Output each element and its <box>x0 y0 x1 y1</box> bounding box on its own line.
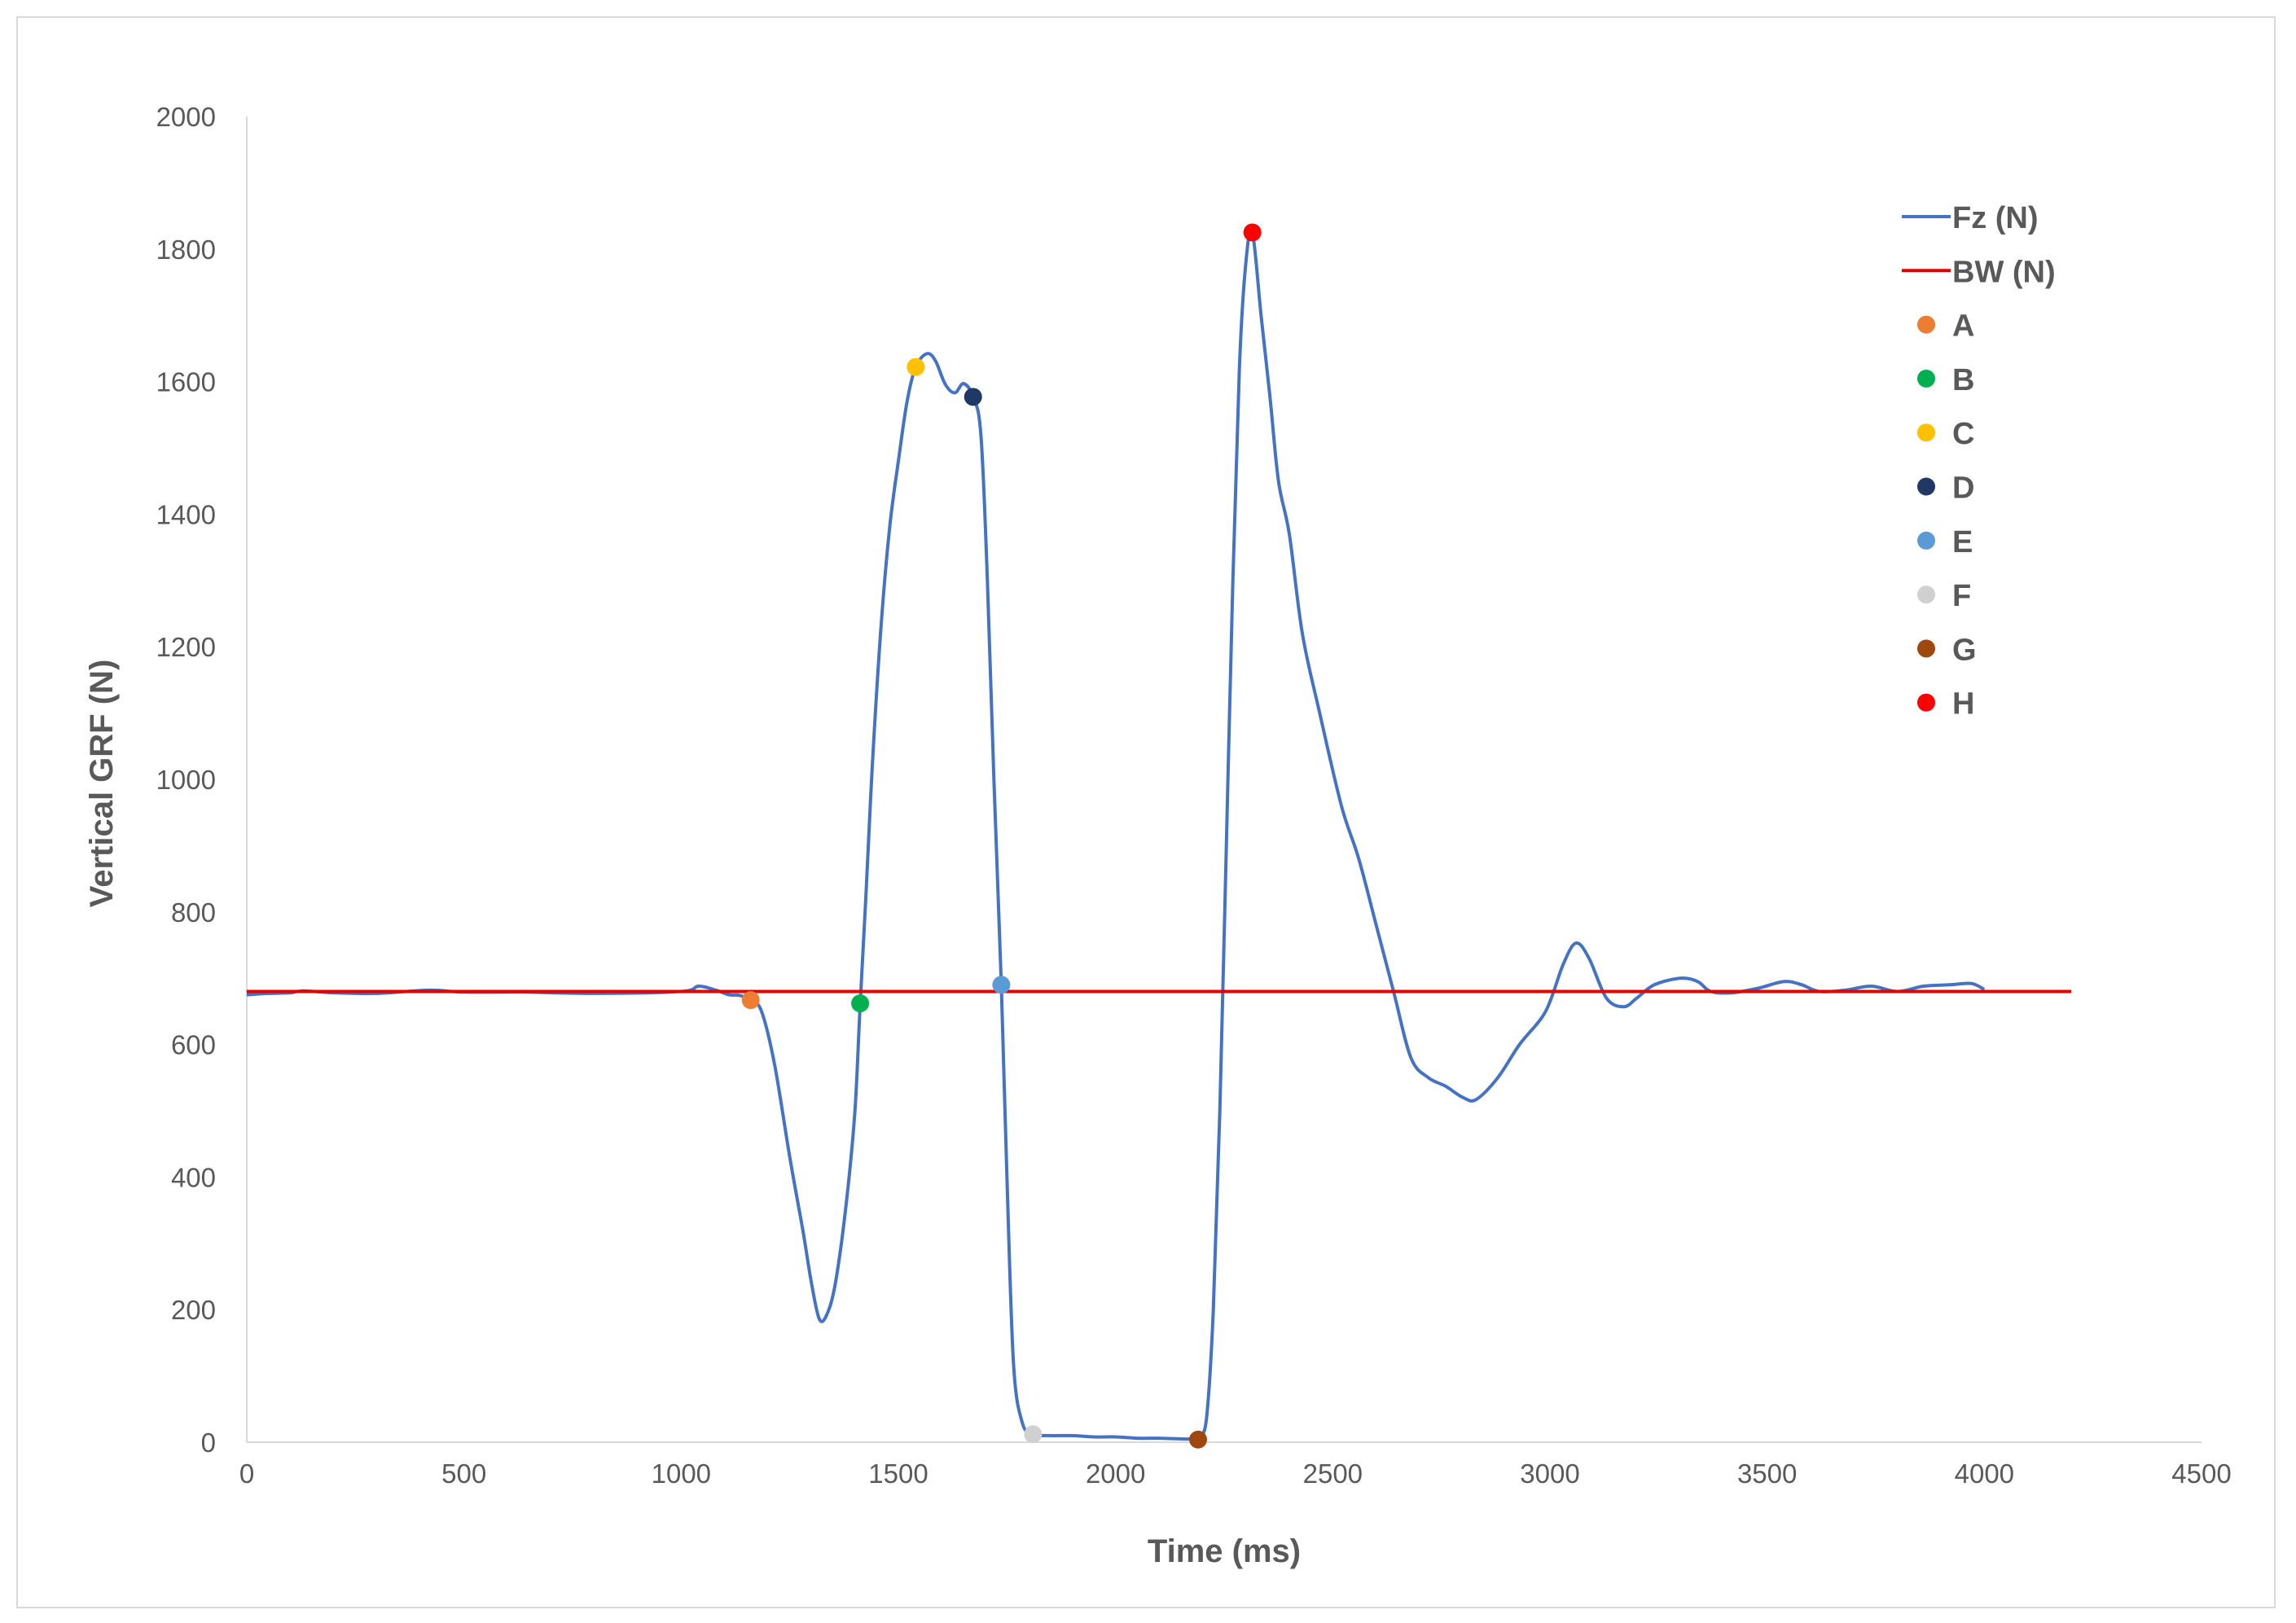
marker-h <box>1243 223 1262 242</box>
marker-f <box>1024 1425 1043 1444</box>
x-tick-label: 1500 <box>868 1459 928 1489</box>
legend-label-bw-n: BW (N) <box>1952 255 2056 289</box>
legend-label-f: F <box>1952 579 1971 613</box>
legend-label-d: D <box>1952 472 1974 506</box>
legend-swatch-e <box>1917 531 1935 550</box>
legend-swatch-a <box>1917 315 1935 334</box>
legend-swatch-d <box>1917 477 1935 496</box>
y-axis-title: Vertical GRF (N) <box>84 660 120 908</box>
x-tick-label: 2000 <box>1086 1459 1145 1489</box>
y-tick-label: 600 <box>171 1030 216 1060</box>
series-line-fz-n <box>246 228 1986 1441</box>
y-tick-label: 1400 <box>156 499 216 529</box>
legend-label-h: H <box>1952 687 1974 722</box>
x-tick-labels: 0 500 1000 1500 2000 2500 3000 3500 4000 4500 <box>239 1459 2232 1489</box>
legend-label-a: A <box>1952 309 1974 344</box>
y-tick-label: 2000 <box>156 102 216 132</box>
legend-label-fz-n: Fz (N) <box>1952 201 2039 235</box>
marker-layer <box>741 223 1262 1449</box>
x-tick-label: 3500 <box>1737 1459 1797 1489</box>
chart-frame <box>16 16 2276 1608</box>
marker-b <box>851 994 870 1013</box>
legend-swatch-h <box>1917 693 1935 712</box>
x-tick-label: 2500 <box>1303 1459 1363 1489</box>
y-tick-label: 1800 <box>156 235 216 265</box>
y-tick-labels: 0 200 400 600 800 1000 1200 1400 1600 1800 2000 <box>156 102 216 1458</box>
marker-a <box>741 991 760 1010</box>
marker-e <box>992 976 1011 994</box>
series-layer <box>246 228 2071 1441</box>
y-tick-label: 1600 <box>156 367 216 397</box>
x-axis-title: Time (ms) <box>1148 1533 1301 1569</box>
y-tick-label: 400 <box>171 1162 216 1192</box>
marker-d <box>964 388 982 406</box>
legend-swatch-f <box>1917 586 1935 604</box>
x-tick-label: 1000 <box>652 1459 711 1489</box>
x-tick-label: 0 <box>239 1459 254 1489</box>
x-tick-label: 4000 <box>1955 1459 2014 1489</box>
y-tick-label: 200 <box>171 1295 216 1325</box>
y-tick-label: 1000 <box>156 765 216 795</box>
legend-label-g: G <box>1952 633 1977 667</box>
y-tick-label: 800 <box>171 897 216 928</box>
marker-g <box>1189 1430 1207 1449</box>
x-tick-label: 500 <box>441 1459 486 1489</box>
y-tick-label: 0 <box>201 1428 216 1458</box>
x-tick-label: 3000 <box>1520 1459 1579 1489</box>
legend-swatch-c <box>1917 423 1935 442</box>
legend-label-b: B <box>1952 363 1974 397</box>
legend-label-e: E <box>1952 525 1973 559</box>
marker-c <box>907 357 925 376</box>
legend-label-c: C <box>1952 417 1974 451</box>
legend-swatch-b <box>1917 369 1935 388</box>
legend-swatch-g <box>1917 639 1935 658</box>
x-tick-label: 4500 <box>2171 1459 2231 1489</box>
y-tick-label: 1200 <box>156 632 216 662</box>
